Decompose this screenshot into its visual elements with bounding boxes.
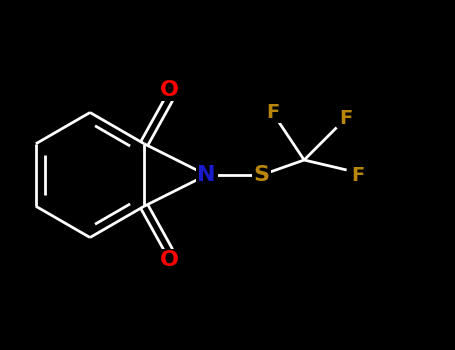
Text: F: F [339, 109, 352, 128]
Text: S: S [253, 165, 270, 185]
Text: N: N [197, 165, 216, 185]
Text: F: F [267, 103, 280, 122]
Text: O: O [160, 80, 179, 100]
Text: O: O [160, 250, 179, 270]
Text: F: F [351, 166, 364, 184]
